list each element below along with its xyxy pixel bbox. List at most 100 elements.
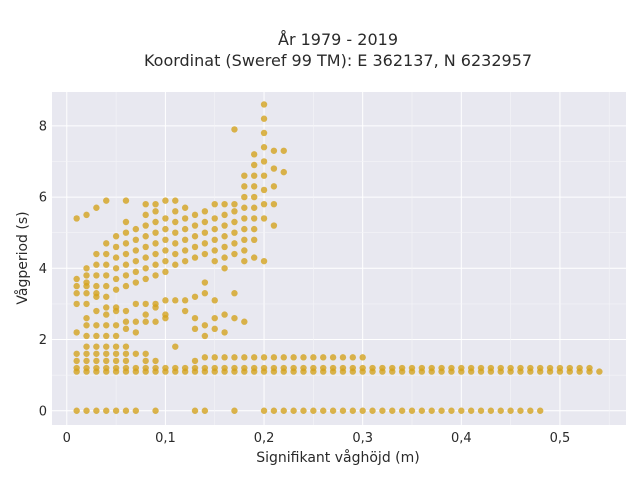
data-point [260,364,268,372]
data-point [112,350,120,357]
data-point [73,282,80,290]
data-point [250,354,258,361]
data-point [142,200,149,208]
data-point [152,250,159,258]
data-point [172,364,179,372]
data-point [132,350,140,357]
data-point [172,218,179,226]
data-point [211,225,218,233]
data-point [250,204,258,211]
data-point [241,364,248,372]
data-point [201,407,209,414]
data-point [280,147,287,154]
data-point [103,332,110,340]
data-point [260,158,268,165]
data-point [142,318,149,325]
y-axis-ticks: 0 2 4 6 8 [39,119,47,419]
data-point [448,364,455,372]
data-point [379,364,386,372]
data-point [162,257,169,265]
data-point [349,407,357,414]
x-tick-label: 0,2 [254,431,275,446]
data-point [112,357,120,365]
data-point [83,211,90,219]
data-point [142,350,149,357]
data-point [191,325,199,333]
data-point [517,364,524,372]
data-point [201,364,209,372]
data-point [172,229,179,236]
data-point [250,236,258,244]
data-point [448,407,455,414]
data-point [270,183,278,190]
data-point [181,307,189,315]
data-point [389,364,396,372]
data-point [221,364,228,372]
data-point [428,407,435,414]
data-point [162,225,169,233]
data-point [93,290,100,297]
data-point [152,200,159,208]
data-point [428,364,435,372]
data-point [73,275,80,283]
data-point [290,407,297,414]
data-point [586,364,593,372]
data-point [103,311,110,318]
data-point [112,343,120,350]
data-point [122,240,130,247]
data-point [231,218,238,226]
data-point [152,318,159,325]
data-point [83,290,90,297]
data-point [231,229,238,236]
data-point [132,329,140,336]
data-point [536,364,544,372]
y-axis-label: Vågperiod (s) [14,211,31,304]
data-point [142,254,149,261]
data-point [181,236,189,244]
data-point [103,240,110,247]
data-point [132,268,140,276]
data-point [162,197,169,204]
data-point [142,311,149,318]
data-point [181,204,189,211]
data-point [112,275,120,283]
data-point [122,325,130,333]
data-point [152,272,159,279]
data-point [103,272,110,279]
data-point [359,407,366,414]
data-point [112,332,120,340]
data-point [152,261,159,268]
data-point [250,183,258,190]
data-point [112,243,120,251]
data-points [73,101,603,414]
data-point [73,350,80,357]
y-tick-label: 4 [39,262,47,277]
data-point [211,297,218,304]
data-point [152,240,159,247]
data-point [132,300,140,308]
data-point [122,272,130,279]
data-point [241,257,248,265]
data-point [566,364,573,372]
data-point [112,233,120,240]
data-point [83,357,90,365]
data-point [231,208,238,215]
data-point [201,229,209,236]
data-point [191,243,199,251]
data-point [438,364,445,372]
data-point [201,332,209,340]
data-point [132,257,140,265]
data-point [83,265,90,272]
data-point [339,407,347,414]
data-point [83,407,90,414]
data-point [250,225,258,233]
data-point [507,407,514,414]
data-point [172,250,179,258]
data-point [221,354,228,361]
data-point [241,225,248,233]
data-point [260,172,268,179]
data-point [497,364,504,372]
data-point [300,364,307,372]
data-point [270,165,278,172]
